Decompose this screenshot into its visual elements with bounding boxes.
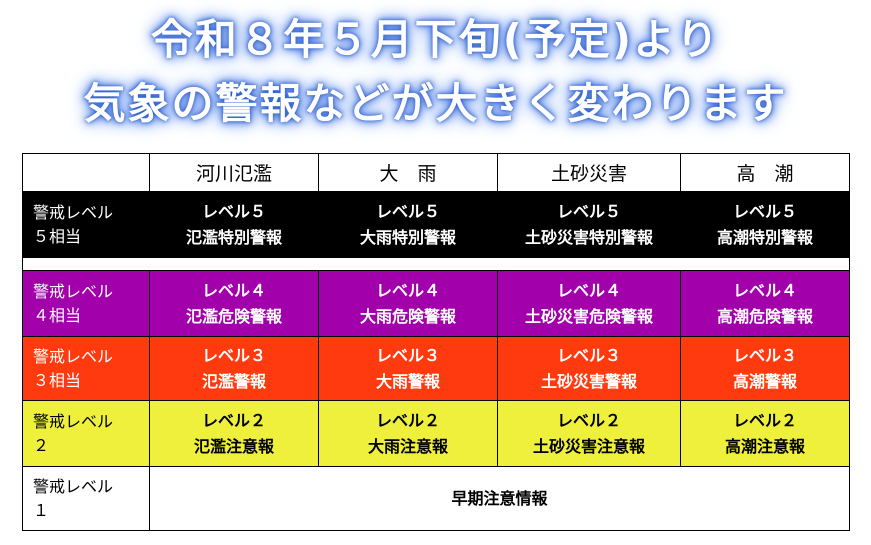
row-label: 警戒レベル ４相当 — [22, 270, 150, 337]
column-header: 河川氾濫 — [149, 153, 319, 192]
cell-line: レベル５ — [732, 201, 797, 221]
cell-line: 土砂災害警報 — [540, 371, 637, 391]
level-row: 警戒レベル １ 早期注意情報 — [22, 466, 850, 531]
label-line: ５相当 — [33, 226, 82, 246]
level-row: 警戒レベル ４相当 レベル４ 氾濫危険警報 レベル４ 大雨危険警報 レベル４ 土砂災害危険警報… — [22, 270, 850, 337]
warning-cell: レベル２ 氾濫注意報 — [149, 400, 319, 467]
warning-cell: レベル２ 大雨注意報 — [318, 400, 498, 467]
spacer-row — [22, 257, 850, 271]
column-header: 大 雨 — [318, 153, 498, 192]
cell-line: レベル２ — [556, 410, 621, 430]
cell-line: レベル５ — [556, 201, 621, 221]
title-line: 気象の警報などが大きく変わります — [83, 79, 788, 128]
level-row: 警戒レベル ３相当 レベル３ 氾濫警報 レベル３ 大雨警報 レベル３ 土砂災害警報 レベル３ 高潮… — [22, 336, 850, 401]
cell-line: レベル４ — [375, 280, 440, 300]
cell-line: 大雨危険警報 — [359, 306, 456, 326]
cell-line: レベル３ — [732, 345, 797, 365]
warning-cell: レベル３ 大雨警報 — [318, 336, 498, 401]
level-row: 警戒レベル ５相当 レベル５ 氾濫特別警報 レベル５ 大雨特別警報 レベル５ 土砂災害特別警報… — [22, 191, 850, 258]
warning-cell: レベル３ 氾濫警報 — [149, 336, 319, 401]
column-header: 土砂災害 — [497, 153, 681, 192]
warning-cell: レベル２ 土砂災害注意報 — [497, 400, 681, 467]
label-line: 警戒レベル — [33, 202, 114, 222]
cell-line: レベル３ — [556, 345, 621, 365]
warning-cell: レベル５ 土砂災害特別警報 — [497, 191, 681, 258]
label-line: １ — [33, 500, 50, 520]
warning-cell: レベル４ 高潮危険警報 — [680, 270, 850, 337]
corner-cell — [22, 153, 150, 192]
label-line: 警戒レベル — [33, 281, 114, 301]
row-label: 警戒レベル ５相当 — [22, 191, 150, 258]
warning-cell: レベル５ 氾濫特別警報 — [149, 191, 319, 258]
title: 令和８年５月下旬(予定)より 気象の警報などが大きく変わります — [0, 8, 871, 136]
label-line: 警戒レベル — [33, 411, 114, 431]
cell-line: 土砂災害注意報 — [532, 436, 645, 456]
cell-line: 大雨警報 — [375, 371, 440, 391]
cell-line: 高潮危険警報 — [716, 306, 813, 326]
cell-line: レベル５ — [375, 201, 440, 221]
cell-line: 高潮警報 — [732, 371, 797, 391]
warning-cell: レベル２ 高潮注意報 — [680, 400, 850, 467]
cell-line: 高潮注意報 — [724, 436, 805, 456]
warning-cell: レベル５ 大雨特別警報 — [318, 191, 498, 258]
cell-line: 高潮特別警報 — [716, 227, 813, 247]
cell-line: レベル２ — [201, 410, 266, 430]
cell-line: 氾濫警報 — [201, 371, 266, 391]
warning-cell: レベル３ 高潮警報 — [680, 336, 850, 401]
cell-line: 氾濫危険警報 — [185, 306, 282, 326]
level-row: 警戒レベル ２ レベル２ 氾濫注意報 レベル２ 大雨注意報 レベル２ 土砂災害注意報 レベル２ 高… — [22, 400, 850, 467]
cell-line: 土砂災害特別警報 — [524, 227, 653, 247]
cell-line: レベル３ — [375, 345, 440, 365]
spacer — [22, 257, 850, 271]
warning-cell: レベル５ 高潮特別警報 — [680, 191, 850, 258]
cell-line: 氾濫特別警報 — [185, 227, 282, 247]
label-line: ４相当 — [33, 305, 82, 325]
label-line: ３相当 — [33, 370, 82, 390]
cell-line: 大雨注意報 — [367, 436, 448, 456]
label-line: 警戒レベル — [33, 346, 114, 366]
column-header: 高 潮 — [680, 153, 850, 192]
cell-line: 氾濫注意報 — [193, 436, 274, 456]
cell-line: レベル２ — [375, 410, 440, 430]
label-line: ２ — [33, 435, 50, 455]
cell-line: レベル３ — [201, 345, 266, 365]
label-line: 警戒レベル — [33, 476, 114, 496]
warning-cell: レベル４ 土砂災害危険警報 — [497, 270, 681, 337]
row-label: 警戒レベル １ — [22, 466, 150, 531]
warning-cell: レベル４ 大雨危険警報 — [318, 270, 498, 337]
cell-line: レベル２ — [732, 410, 797, 430]
header-row: 河川氾濫大 雨土砂災害高 潮 — [22, 153, 850, 192]
warning-cell: レベル４ 氾濫危険警報 — [149, 270, 319, 337]
cell-line: レベル４ — [732, 280, 797, 300]
cell-line: レベル４ — [556, 280, 621, 300]
cell-line: 大雨特別警報 — [359, 227, 456, 247]
title-line: 令和８年５月下旬(予定)より — [150, 15, 721, 64]
cell-line: レベル４ — [201, 280, 266, 300]
row-label: 警戒レベル ３相当 — [22, 336, 150, 401]
cell-line: 土砂災害危険警報 — [524, 306, 653, 326]
warning-cell: レベル３ 土砂災害警報 — [497, 336, 681, 401]
cell-line: レベル５ — [201, 201, 266, 221]
info-cell: 早期注意情報 — [149, 466, 850, 531]
row-label: 警戒レベル ２ — [22, 400, 150, 467]
warning-table: 河川氾濫大 雨土砂災害高 潮警戒レベル ５相当 レベル５ 氾濫特別警報 レベル５ 大雨特別… — [22, 153, 850, 531]
